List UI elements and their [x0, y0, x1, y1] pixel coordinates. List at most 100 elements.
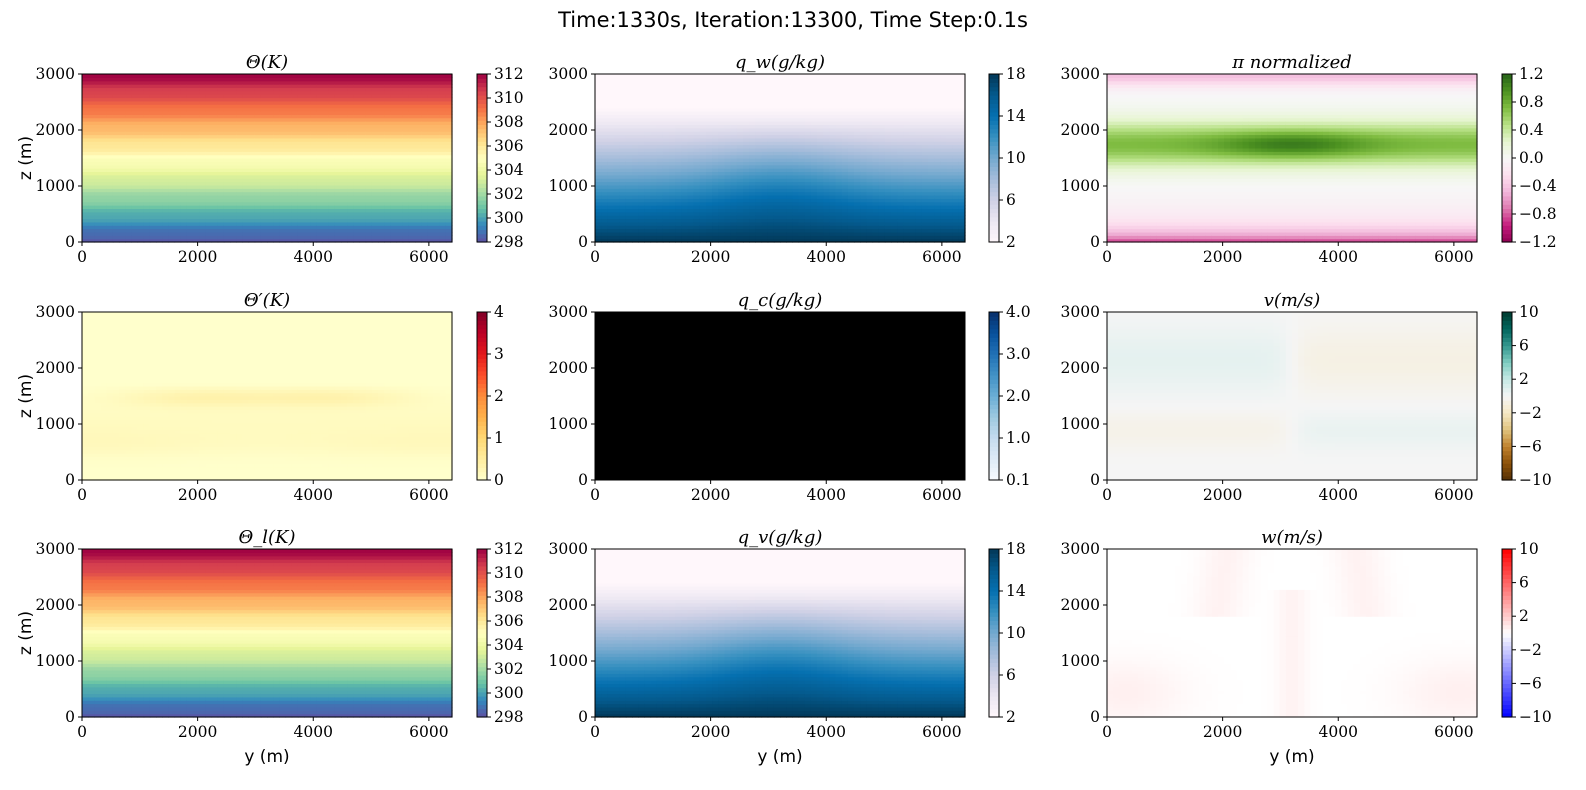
colorbar-segment [477, 129, 487, 134]
y-tick-label: 0 [65, 233, 75, 251]
heatmap-cell [712, 74, 719, 78]
heatmap-cell [107, 74, 114, 78]
colorbar-segment [477, 171, 487, 176]
heatmap-cell [286, 74, 293, 78]
colorbar-segment [477, 91, 487, 96]
heatmap-cell [249, 74, 256, 78]
colorbar-segment [477, 82, 487, 87]
x-tick-label: 6000 [409, 248, 448, 266]
colorbar-segment [477, 87, 487, 92]
heatmap-cell [378, 74, 385, 78]
heatmap-cell [743, 74, 750, 78]
colorbar-segment [477, 145, 487, 150]
y-axis-label: z (m) [16, 136, 36, 180]
heatmap-cell [335, 74, 342, 78]
heatmap-cell [620, 74, 627, 78]
heatmap-cell [279, 74, 286, 78]
heatmap-cell [273, 74, 280, 78]
heatmap-cell [817, 74, 824, 78]
y-tick-label: 3000 [36, 65, 75, 83]
colorbar-segment [477, 192, 487, 197]
colorbar-segment [477, 221, 487, 226]
colorbar-tick-label: 310 [494, 89, 524, 107]
heatmap-cell [792, 74, 799, 78]
x-tick-label: 0 [77, 248, 87, 266]
heatmap-cell [193, 74, 200, 78]
colorbar-tick-label: 298 [494, 233, 524, 251]
heatmap-cell [657, 74, 664, 78]
heatmap-cell [205, 74, 212, 78]
colorbar-segment [477, 95, 487, 100]
heatmap-cell [236, 74, 243, 78]
heatmap-cell [811, 74, 818, 78]
heatmap-field [595, 74, 966, 243]
colorbar-segment [477, 103, 487, 108]
colorbar-segment [477, 154, 487, 159]
heatmap-cell [329, 74, 336, 78]
heatmap-cell [150, 74, 157, 78]
heatmap-cell [601, 74, 608, 78]
heatmap-cell [162, 74, 169, 78]
colorbar-segment [477, 213, 487, 218]
heatmap-cell [403, 74, 410, 78]
colorbar-segment [477, 133, 487, 138]
colorbar-segment [477, 99, 487, 104]
heatmap-cell [255, 74, 262, 78]
heatmap-cell [298, 74, 305, 78]
heatmap-cell [409, 74, 416, 78]
colorbar-tick-label: 300 [494, 209, 524, 227]
heatmap-cell [372, 74, 379, 78]
heatmap-cell [181, 74, 188, 78]
heatmap-cell [774, 74, 781, 78]
heatmap-cell [390, 74, 397, 78]
heatmap-cell [688, 74, 695, 78]
heatmap-cell [706, 74, 713, 78]
heatmap-cell [632, 74, 639, 78]
heatmap-cell [323, 74, 330, 78]
heatmap-cell [310, 74, 317, 78]
heatmap-cell [101, 74, 108, 78]
heatmap-cell [694, 74, 701, 78]
heatmap-cell [644, 74, 651, 78]
heatmap-cell [353, 74, 360, 78]
heatmap-cell [440, 74, 447, 78]
heatmap-cell [384, 74, 391, 78]
colorbar-segment [477, 78, 487, 83]
colorbar-segment [477, 217, 487, 222]
colorbar-segment [477, 150, 487, 155]
heatmap-cell [755, 74, 762, 78]
colorbar-segment [477, 158, 487, 163]
heatmap-cell [614, 74, 621, 78]
colorbar-segment [477, 162, 487, 167]
colorbar-segment [477, 112, 487, 117]
heatmap-cell [316, 74, 323, 78]
heatmap-cell [341, 74, 348, 78]
heatmap-cell [347, 74, 354, 78]
heatmap-cell [626, 74, 633, 78]
heatmap-cell [199, 74, 206, 78]
heatmap-cell [125, 74, 132, 78]
heatmap-cell [168, 74, 175, 78]
heatmap-cell [304, 74, 311, 78]
heatmap-cell [780, 74, 787, 78]
colorbar-segment [477, 196, 487, 201]
heatmap-cell [638, 74, 645, 78]
heatmap-cell [823, 74, 830, 78]
heatmap-field [82, 74, 453, 243]
colorbar-segment [477, 116, 487, 121]
heatmap-cell [397, 74, 404, 78]
heatmap-cell [731, 74, 738, 78]
heatmap-cell [415, 74, 422, 78]
heatmap-cell [230, 74, 237, 78]
heatmap-cell [762, 74, 769, 78]
heatmap-cell [144, 74, 151, 78]
subplot-title: Θ(K) [246, 52, 288, 73]
heatmap-cell [292, 74, 299, 78]
heatmap-cell [175, 74, 182, 78]
heatmap-cell [224, 74, 231, 78]
colorbar-segment [477, 141, 487, 146]
heatmap-cell [434, 74, 441, 78]
